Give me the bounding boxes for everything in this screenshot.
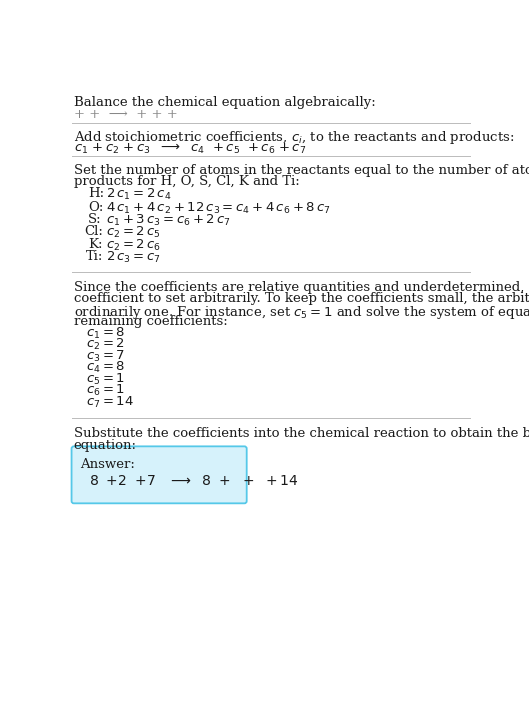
Text: $c_6 = 1$: $c_6 = 1$ [86, 383, 125, 398]
Text: H:: H: [88, 187, 104, 200]
Text: Set the number of atoms in the reactants equal to the number of atoms in the: Set the number of atoms in the reactants… [74, 164, 529, 176]
Text: $c_5 = 1$: $c_5 = 1$ [86, 372, 125, 387]
Text: Balance the chemical equation algebraically:: Balance the chemical equation algebraica… [74, 96, 376, 109]
Text: $c_4 = 8$: $c_4 = 8$ [86, 360, 125, 375]
Text: Since the coefficients are relative quantities and underdetermined, choose a: Since the coefficients are relative quan… [74, 281, 529, 294]
Text: S:: S: [88, 213, 102, 226]
Text: ordinarily one. For instance, set $c_5 = 1$ and solve the system of equations fo: ordinarily one. For instance, set $c_5 =… [74, 304, 529, 321]
Text: Ti:: Ti: [86, 250, 104, 263]
Text: $4\,c_1 + 4\,c_2 + 12\,c_3 = c_4 + 4\,c_6 + 8\,c_7$: $4\,c_1 + 4\,c_2 + 12\,c_3 = c_4 + 4\,c_… [106, 201, 331, 216]
Text: equation:: equation: [74, 439, 137, 452]
Text: $c_1 = 8$: $c_1 = 8$ [86, 325, 125, 341]
Text: products for H, O, S, Cl, K and Ti:: products for H, O, S, Cl, K and Ti: [74, 175, 299, 188]
Text: $2\,c_1 = 2\,c_4$: $2\,c_1 = 2\,c_4$ [106, 187, 172, 202]
Text: $c_2 = 2$: $c_2 = 2$ [86, 337, 125, 352]
Text: Cl:: Cl: [85, 226, 104, 239]
Text: $c_2 = 2\,c_5$: $c_2 = 2\,c_5$ [106, 226, 161, 241]
Text: $8\;$ $+2\;$ $+7\;$  $\longrightarrow$  $8\;$ $+$ $\;$ $+$ $\;+14$: $8\;$ $+2\;$ $+7\;$ $\longrightarrow$ $8… [89, 474, 299, 488]
Text: Substitute the coefficients into the chemical reaction to obtain the balanced: Substitute the coefficients into the che… [74, 427, 529, 440]
Text: remaining coefficients:: remaining coefficients: [74, 315, 227, 328]
Text: $c_2 = 2\,c_6$: $c_2 = 2\,c_6$ [106, 238, 161, 253]
Text: $c_1$ $+\,c_2$ $+\,c_3$  $\longrightarrow$  $c_4$  $+\,c_5$  $+\,c_6$ $+\,c_7$: $c_1$ $+\,c_2$ $+\,c_3$ $\longrightarrow… [74, 142, 306, 155]
Text: $2\,c_3 = c_7$: $2\,c_3 = c_7$ [106, 250, 161, 265]
Text: $c_3 = 7$: $c_3 = 7$ [86, 348, 125, 364]
Text: $c_1 + 3\,c_3 = c_6 + 2\,c_7$: $c_1 + 3\,c_3 = c_6 + 2\,c_7$ [106, 213, 231, 228]
Text: Answer:: Answer: [80, 458, 135, 471]
Text: + +  ⟶  + + +: + + ⟶ + + + [74, 108, 178, 121]
Text: O:: O: [88, 201, 103, 214]
FancyBboxPatch shape [71, 446, 247, 503]
Text: Add stoichiometric coefficients, $c_i$, to the reactants and products:: Add stoichiometric coefficients, $c_i$, … [74, 129, 514, 146]
Text: K:: K: [88, 238, 102, 251]
Text: $c_7 = 14$: $c_7 = 14$ [86, 395, 134, 410]
Text: coefficient to set arbitrarily. To keep the coefficients small, the arbitrary va: coefficient to set arbitrarily. To keep … [74, 292, 529, 305]
